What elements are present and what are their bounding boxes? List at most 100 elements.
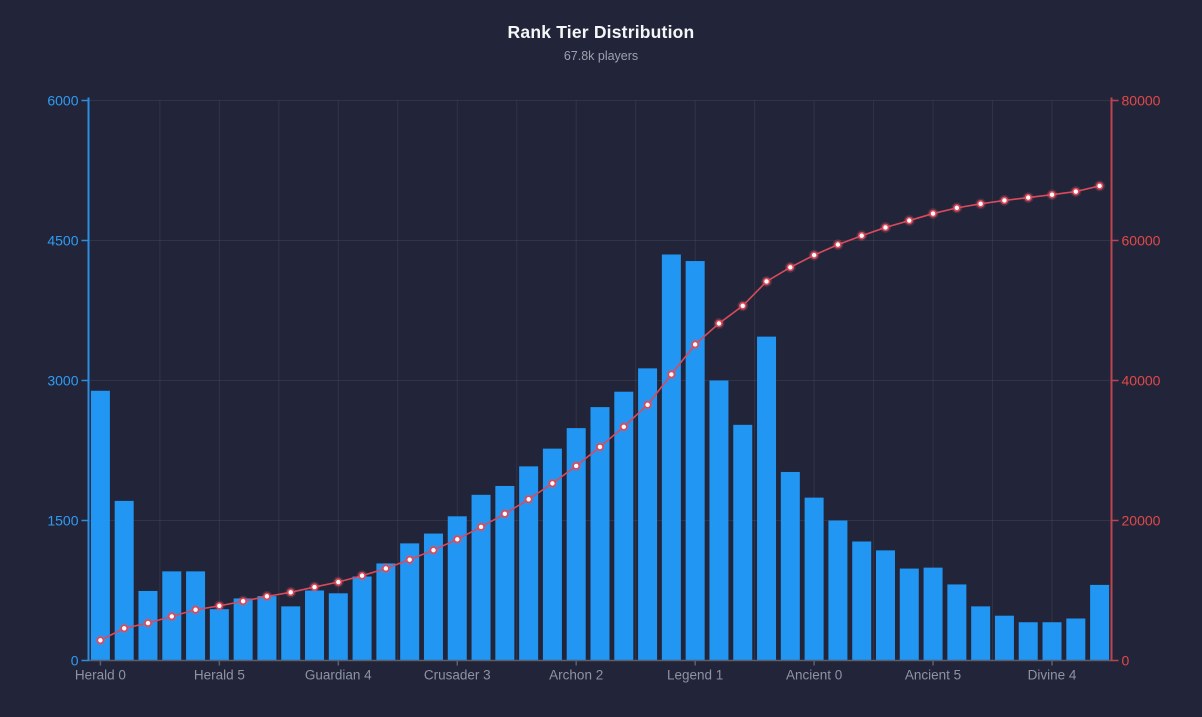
bar-ancient-3[interactable] <box>875 550 895 661</box>
bar-divine-1[interactable] <box>971 606 991 661</box>
bar-guardian-3[interactable] <box>305 590 325 661</box>
cumulative-point-legend-1[interactable] <box>691 340 699 349</box>
cumulative-point-guardian-1[interactable] <box>263 592 271 601</box>
cumulative-point-ancient-1[interactable] <box>834 240 842 249</box>
cumulative-point-archon-4[interactable] <box>619 422 628 431</box>
cumulative-point-guardian-0[interactable] <box>239 597 247 606</box>
cumulative-point-ancient-2[interactable] <box>857 231 866 240</box>
cumulative-point-archon-5[interactable] <box>643 401 652 409</box>
cumulative-point-crusader-4[interactable] <box>477 523 485 531</box>
cumulative-point-guardian-3[interactable] <box>310 583 319 591</box>
bar-archon-2[interactable] <box>566 428 586 661</box>
bar-legend-4[interactable] <box>757 336 777 661</box>
bar-ancient-4[interactable] <box>899 568 919 661</box>
cumulative-point-herald-4[interactable] <box>191 605 200 614</box>
cumulative-point-divine-3[interactable] <box>1024 193 1033 202</box>
cumulative-point-archon-3[interactable] <box>596 443 604 451</box>
cumulative-point-ancient-4[interactable] <box>905 216 914 225</box>
cumulative-point-divine-1[interactable] <box>976 200 985 208</box>
bar-guardian-4[interactable] <box>328 593 348 661</box>
bar-ancient-2[interactable] <box>852 541 872 661</box>
cumulative-point-herald-5[interactable] <box>215 602 224 610</box>
y-axis-right-label: 20000 <box>1122 513 1161 529</box>
bar-legend-5[interactable] <box>780 471 800 661</box>
cumulative-point-archon-0[interactable] <box>524 495 533 504</box>
cumulative-point-legend-0[interactable] <box>667 370 676 379</box>
bar-divine-4[interactable] <box>1042 622 1062 661</box>
bar-archon-4[interactable] <box>614 391 634 661</box>
bar-herald-1[interactable] <box>114 500 134 661</box>
cumulative-point-crusader-0[interactable] <box>382 564 390 573</box>
bar-crusader-3[interactable] <box>447 516 467 661</box>
cumulative-point-herald-2[interactable] <box>144 619 152 627</box>
cumulative-point-crusader-3[interactable] <box>453 535 462 544</box>
bar-legend-0[interactable] <box>661 254 681 661</box>
bar-archon-3[interactable] <box>590 407 610 661</box>
x-axis-label: Divine 4 <box>1028 668 1077 683</box>
bar-archon-0[interactable] <box>519 466 539 661</box>
cumulative-point-herald-0[interactable] <box>96 636 105 645</box>
bar-guardian-5[interactable] <box>352 576 372 661</box>
cumulative-point-divine-2[interactable] <box>1000 196 1009 205</box>
bar-legend-1[interactable] <box>685 261 705 661</box>
bar-herald-5[interactable] <box>209 609 229 661</box>
bar-legend-3[interactable] <box>733 424 753 661</box>
bar-ancient-0[interactable] <box>804 497 824 661</box>
cumulative-point-guardian-5[interactable] <box>358 571 366 580</box>
y-axis-left-label: 0 <box>71 653 79 669</box>
cumulative-point-crusader-1[interactable] <box>405 555 414 564</box>
x-axis-label: Crusader 3 <box>424 668 491 683</box>
cumulative-point-legend-5[interactable] <box>786 263 795 272</box>
bar-guardian-1[interactable] <box>257 596 277 661</box>
cumulative-point-legend-3[interactable] <box>738 301 747 310</box>
cumulative-point-divine-5[interactable] <box>1072 187 1080 196</box>
bar-herald-0[interactable] <box>90 390 110 661</box>
cumulative-point-immortal[interactable] <box>1095 182 1104 190</box>
cumulative-point-guardian-4[interactable] <box>334 578 343 586</box>
cumulative-point-guardian-2[interactable] <box>286 588 295 597</box>
bar-legend-2[interactable] <box>709 380 729 661</box>
bar-divine-0[interactable] <box>947 584 967 661</box>
y-axis-left-label: 3000 <box>47 373 78 389</box>
cumulative-point-ancient-0[interactable] <box>810 251 818 259</box>
x-axis-label: Ancient 0 <box>786 668 842 683</box>
cumulative-point-herald-1[interactable] <box>120 624 128 633</box>
cumulative-point-archon-1[interactable] <box>548 479 557 488</box>
cumulative-point-divine-4[interactable] <box>1048 190 1056 199</box>
x-axis-label: Legend 1 <box>667 668 723 683</box>
y-axis-left-label: 4500 <box>47 233 78 249</box>
bar-crusader-4[interactable] <box>471 494 491 661</box>
cumulative-point-crusader-2[interactable] <box>429 546 438 554</box>
bar-archon-1[interactable] <box>542 448 562 661</box>
bar-crusader-2[interactable] <box>423 533 443 661</box>
bar-herald-4[interactable] <box>186 571 206 661</box>
cumulative-point-ancient-3[interactable] <box>881 223 890 232</box>
cumulative-point-legend-2[interactable] <box>715 319 723 328</box>
bar-crusader-0[interactable] <box>376 563 396 661</box>
bar-ancient-5[interactable] <box>923 567 943 661</box>
bar-guardian-0[interactable] <box>233 598 253 661</box>
bar-divine-5[interactable] <box>1066 618 1086 661</box>
bar-guardian-2[interactable] <box>281 606 301 661</box>
bar-immortal[interactable] <box>1090 584 1110 661</box>
bar-crusader-1[interactable] <box>400 543 420 661</box>
bar-archon-5[interactable] <box>638 368 658 661</box>
cumulative-point-crusader-5[interactable] <box>501 510 509 518</box>
bar-divine-3[interactable] <box>1018 622 1038 661</box>
cumulative-point-ancient-5[interactable] <box>929 209 937 218</box>
cumulative-point-herald-3[interactable] <box>167 612 176 621</box>
bar-divine-2[interactable] <box>994 615 1014 661</box>
bar-crusader-5[interactable] <box>495 485 515 661</box>
y-axis-right-label: 40000 <box>1122 373 1161 389</box>
y-axis-right-label: 0 <box>1122 653 1130 669</box>
cumulative-point-archon-2[interactable] <box>572 462 581 470</box>
bar-ancient-1[interactable] <box>828 520 848 661</box>
cumulative-point-legend-4[interactable] <box>762 277 771 286</box>
cumulative-point-divine-0[interactable] <box>953 204 961 212</box>
y-axis-left-label: 6000 <box>47 93 78 109</box>
x-axis-label: Herald 0 <box>75 668 126 683</box>
x-axis-label: Herald 5 <box>194 668 245 683</box>
